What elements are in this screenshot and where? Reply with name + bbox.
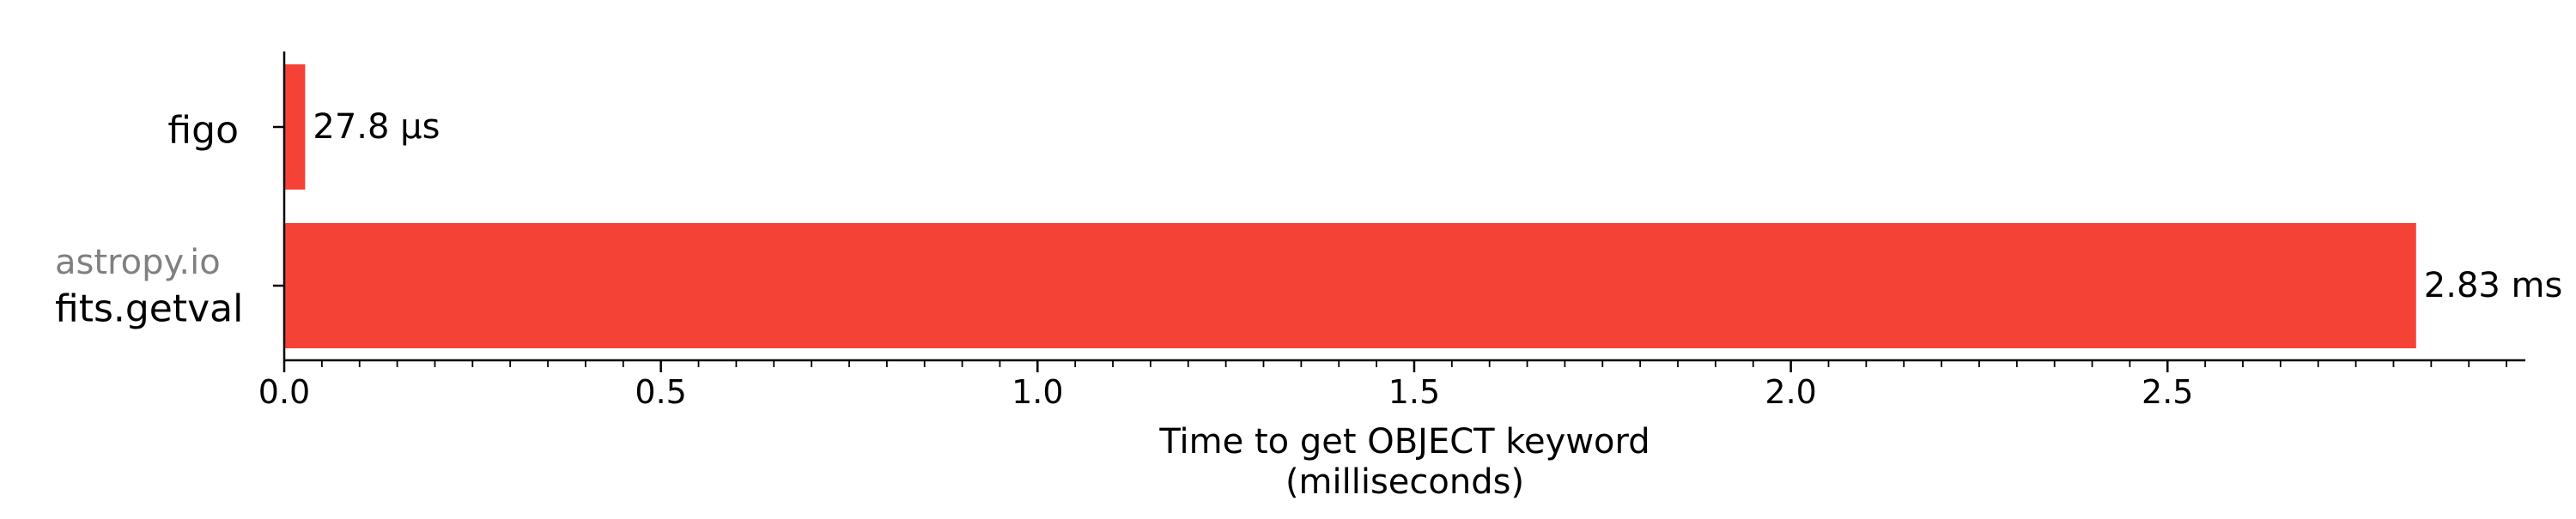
x-tick-label: 0.0 (258, 373, 310, 411)
x-tick-label: 1.0 (1012, 373, 1063, 411)
bar-fits-getval (284, 223, 2416, 348)
tick-label: figo (167, 109, 239, 153)
bars (284, 64, 2416, 348)
labels: 27.8 µs figo 2.83 ms astropy.io fits.getval 0… (55, 107, 2562, 502)
bar-figo (284, 64, 306, 190)
data-label: 2.83 ms (2424, 266, 2563, 305)
data-label: 27.8 µs (313, 107, 440, 147)
x-axis-label: Time to get OBJECT keyword (1158, 422, 1649, 462)
x-tick-label: 2.0 (1765, 373, 1816, 411)
x-tick-label: 0.5 (635, 373, 686, 411)
tick-label-prefix: astropy.io (55, 243, 221, 282)
axes (273, 51, 2525, 372)
x-tick-label: 2.5 (2142, 373, 2193, 411)
tick-label: fits.getval (55, 287, 243, 331)
x-axis-label-unit: (milliseconds) (1285, 462, 1524, 502)
x-tick-label: 1.5 (1388, 373, 1440, 411)
